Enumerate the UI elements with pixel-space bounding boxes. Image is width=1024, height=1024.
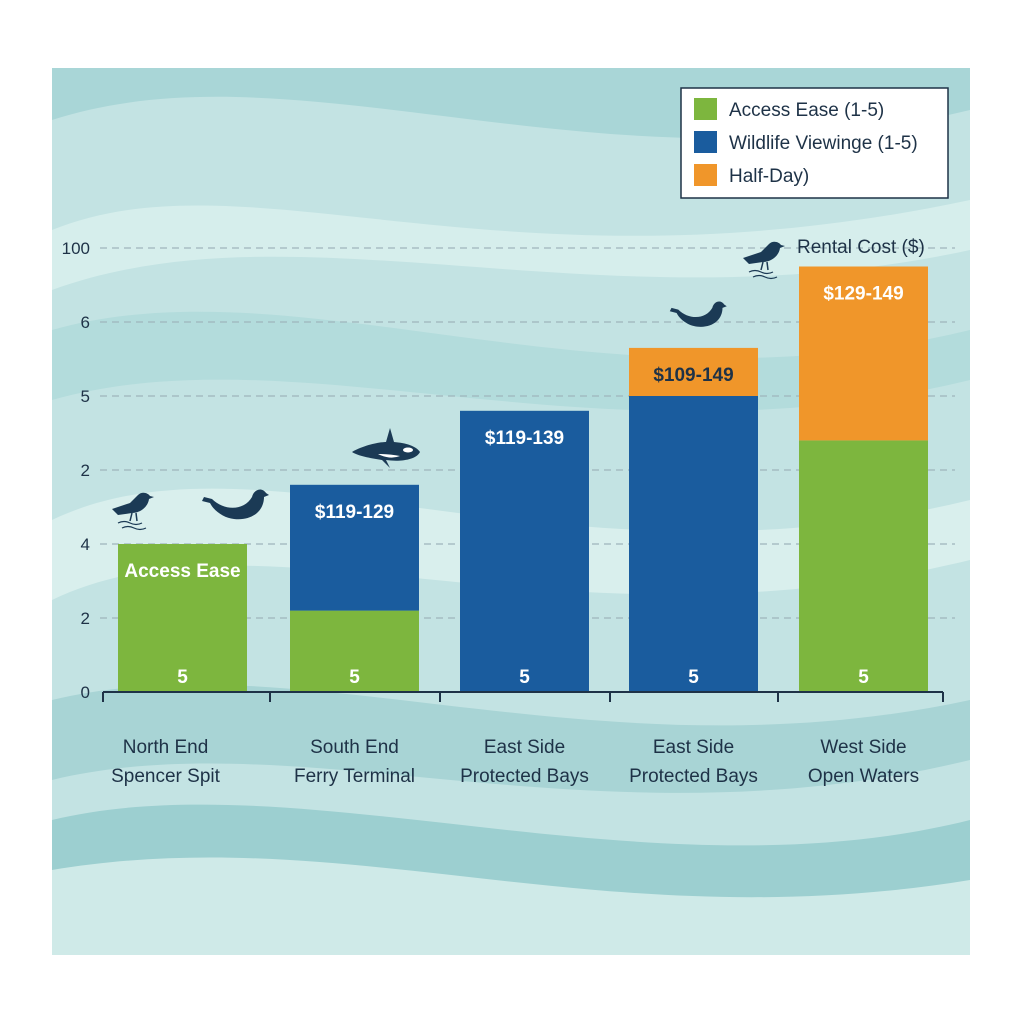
x-category-label: Ferry Terminal — [294, 766, 415, 787]
x-category-label: West Side — [820, 737, 906, 758]
seal-icon — [669, 301, 727, 327]
bar-segment — [629, 396, 758, 692]
legend: Access Ease (1-5) Wildlife Viewinge (1-5)… — [680, 87, 949, 199]
x-category-label: Protected Bays — [629, 766, 758, 787]
legend-swatch — [694, 98, 717, 120]
y-tick-label: 6 — [81, 313, 90, 332]
bar-bottom-label: 5 — [519, 667, 530, 688]
bird-icon — [743, 241, 785, 280]
y-tick-label: 0 — [81, 683, 90, 702]
x-category-label: Protected Bays — [460, 766, 589, 787]
bar-segment — [799, 440, 928, 692]
bar-bottom-label: 5 — [177, 667, 188, 688]
bar-bottom-label: 5 — [349, 667, 360, 688]
seal-icon — [202, 489, 269, 520]
bar-top-label: $119-139 — [485, 428, 564, 449]
legend-swatch — [694, 131, 717, 153]
rental-cost-annotation: Rental Cost ($) — [797, 237, 925, 258]
y-tick-label: 4 — [81, 535, 90, 554]
bar-segment — [460, 410, 589, 692]
bar-segment — [290, 610, 419, 692]
y-tick-label: 100 — [62, 239, 90, 258]
x-category-label: South End — [310, 737, 399, 758]
bird-icon — [112, 492, 154, 531]
y-tick-label: 2 — [81, 609, 90, 628]
x-category-label: North End — [123, 737, 209, 758]
y-tick-label: 2 — [81, 461, 90, 480]
x-category-label: Spencer Spit — [111, 766, 221, 787]
bar-bottom-label: 5 — [858, 667, 869, 688]
bar-top-label: $109-149 — [653, 365, 733, 386]
bar-top-label: $129-149 — [823, 284, 903, 305]
legend-label: Wildlife Viewinge (1-5) — [729, 133, 918, 154]
legend-swatch — [694, 164, 717, 186]
x-category-label: East Side — [484, 737, 565, 758]
legend-label: Access Ease (1-5) — [729, 100, 884, 121]
bar-segment — [290, 484, 419, 611]
x-category-label: East Side — [653, 737, 734, 758]
orca-icon — [352, 428, 420, 468]
bar-top-label: $119-129 — [315, 502, 394, 523]
x-category-label: Open Waters — [808, 766, 919, 787]
bar-bottom-label: 5 — [688, 667, 699, 688]
bar-segment — [629, 347, 758, 396]
y-tick-label: 5 — [81, 387, 90, 406]
bar-segment — [118, 544, 247, 692]
bar-segment — [799, 266, 928, 441]
bar-top-label: Access Ease — [124, 561, 240, 582]
legend-label: Half-Day) — [729, 166, 809, 187]
